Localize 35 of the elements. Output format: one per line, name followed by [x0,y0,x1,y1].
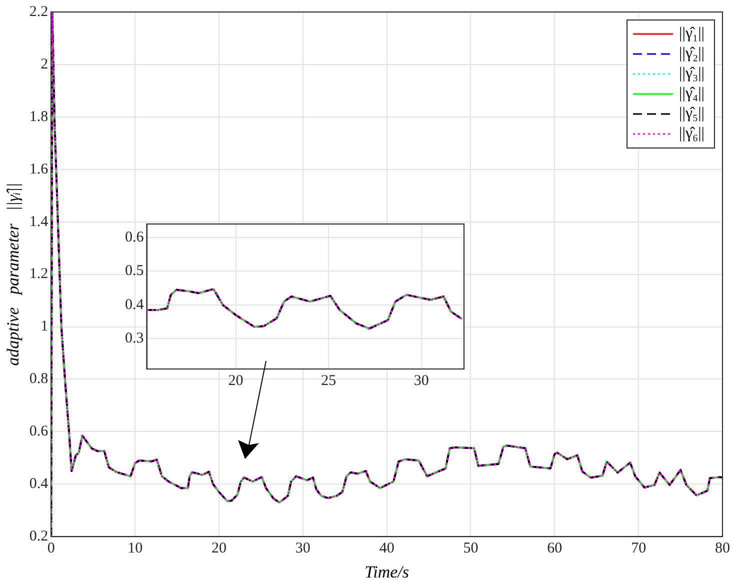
x-tick-label: 20 [211,540,226,557]
y-tick-label: 0.8 [29,371,48,388]
y-tick-label: 0.3 [125,330,144,347]
x-tick-label: 30 [414,372,429,389]
legend-label: ||γ̂₆|| [679,125,705,142]
x-tick-label: 80 [715,540,730,557]
x-tick-label: 25 [321,372,336,389]
y-tick-label: 1 [40,318,48,335]
x-tick-label: 50 [463,540,478,557]
x-tick-label: 40 [379,540,394,557]
y-tick-label: 1.2 [29,266,48,282]
legend-label: ||γ̂₄|| [679,85,705,102]
y-tick-label: 1.6 [29,161,49,178]
y-tick-label: 0.6 [29,424,49,440]
y-tick-label: 2 [40,56,48,72]
y-axis-title: adaptive parameter ||γ̂ᵢ|| [4,182,23,366]
y-tick-label: 2.2 [29,4,48,20]
y-tick-label: 0.2 [29,528,48,545]
y-tick-label: 1.8 [29,108,48,125]
x-axis-title: Time/s [364,562,410,582]
x-tick-label: 20 [228,372,244,389]
legend-label: ||γ̂₁|| [679,25,705,42]
y-tick-label: 0.4 [125,296,144,313]
legend-label: ||γ̂₂|| [679,45,705,62]
x-tick-label: 60 [547,540,562,557]
y-tick-label: 0.4 [29,476,49,492]
x-tick-label: 70 [631,540,646,557]
legend-label: ||γ̂₃|| [679,65,705,82]
legend-label: ||γ̂₅|| [679,105,705,122]
y-tick-label: 1.4 [29,214,49,230]
x-tick-label: 10 [128,540,143,557]
y-tick-label: 0.5 [125,263,144,280]
y-tick-label: 0.6 [125,229,144,246]
x-tick-label: 0 [47,540,55,557]
x-tick-label: 30 [295,540,310,557]
